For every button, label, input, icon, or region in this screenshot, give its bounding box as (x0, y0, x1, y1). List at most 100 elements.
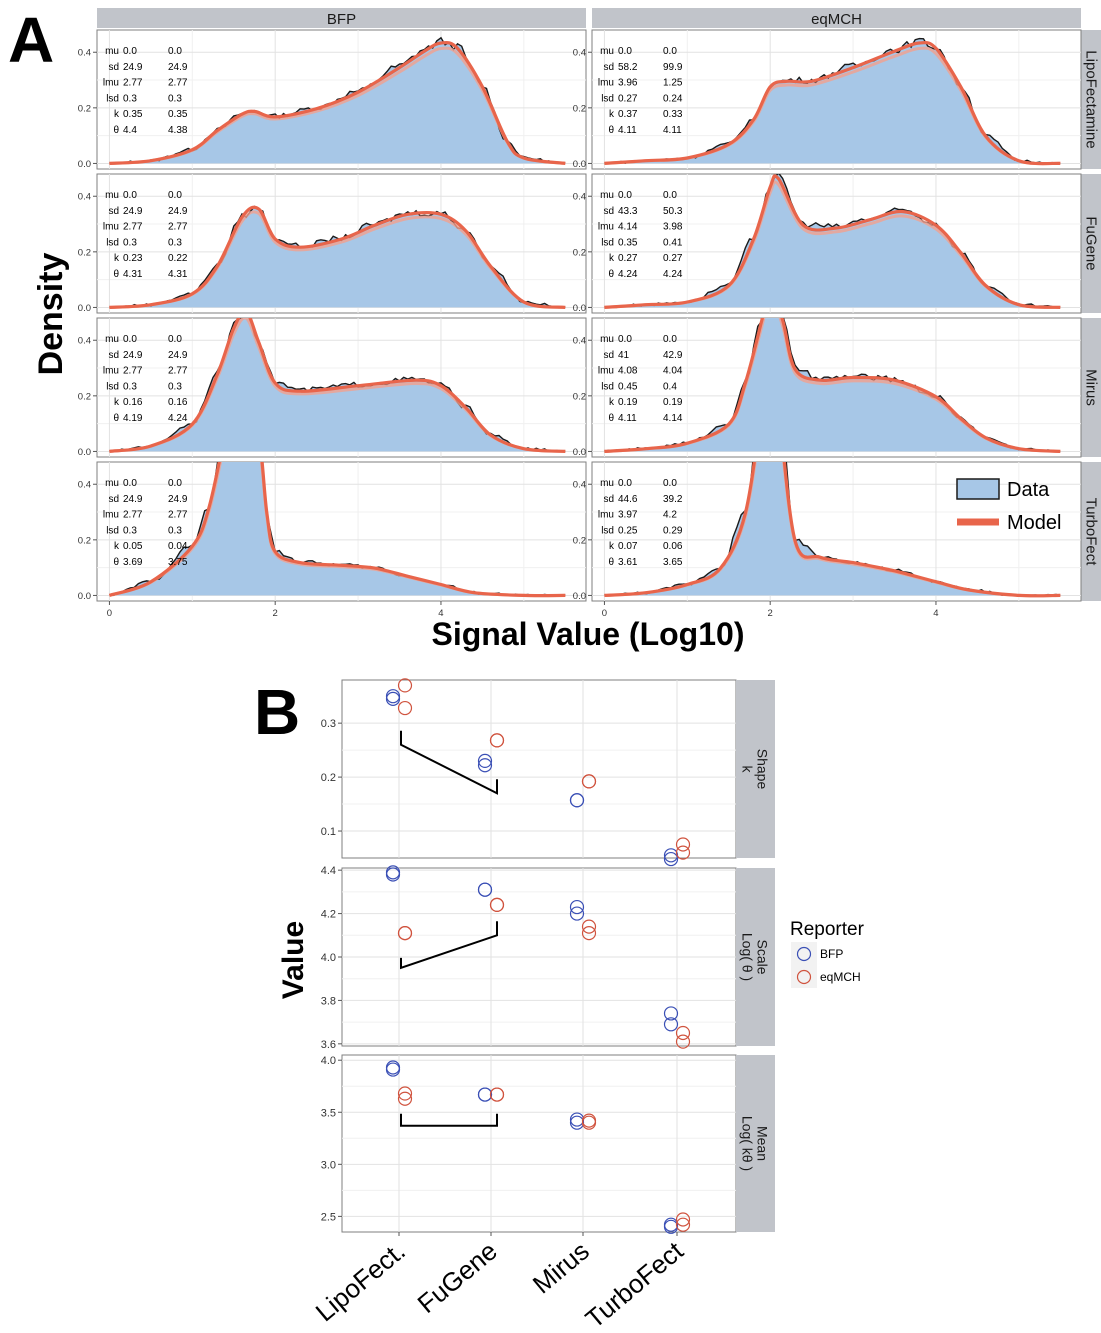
x-tick-label: 0 (602, 608, 607, 619)
legend-title: Reporter (790, 919, 865, 940)
significance-bracket (400, 1113, 498, 1127)
y-tick-label: 2.5 (321, 1211, 336, 1223)
point-eqmch (675, 837, 691, 852)
stat-value-data: 24.9 (123, 62, 143, 73)
stat-value-model: 2.77 (168, 366, 188, 377)
row-strip-mean (736, 1055, 775, 1232)
stat-name: lmu (598, 510, 614, 521)
stat-value-data: 44.6 (618, 494, 638, 505)
stat-name: lsd (601, 525, 614, 536)
point-bfp (663, 1017, 679, 1032)
y-tick-label: 0.0 (573, 447, 586, 458)
y-tick-label: 0.4 (78, 336, 91, 347)
stat-value-data: 2.77 (123, 222, 143, 233)
stat-value-data: 0.0 (123, 46, 137, 57)
stat-value-data: 3.69 (123, 557, 143, 568)
data-density-area (604, 462, 1061, 596)
stat-value-data: 0.0 (123, 334, 137, 345)
stat-value-data: 41 (618, 350, 630, 361)
y-tick-label: 0.4 (78, 192, 91, 203)
stat-value-model: 0.06 (663, 541, 683, 552)
point-bfp (385, 1062, 401, 1077)
point-bfp (477, 758, 493, 773)
stat-name: lmu (598, 78, 614, 89)
stat-name: lmu (598, 222, 614, 233)
data-density-area (109, 462, 566, 596)
stat-value-data: 4.24 (618, 269, 638, 280)
stat-value-data: 2.77 (123, 366, 143, 377)
y-tick-label: 0.2 (573, 103, 586, 114)
y-tick-label: 0.0 (78, 447, 91, 458)
stat-value-model: 0.24 (663, 93, 683, 104)
row-strip-sublabel: k (740, 766, 756, 774)
significance-bracket (400, 730, 498, 795)
stat-name: sd (603, 62, 614, 73)
column-strip-label: BFP (327, 11, 356, 28)
stat-name: lsd (601, 237, 614, 248)
y-tick-label: 4.0 (321, 952, 336, 964)
point-bfp (569, 793, 585, 808)
model-density-line (108, 462, 566, 598)
stat-name: θ (608, 413, 614, 424)
stat-value-data: 0.35 (618, 237, 638, 248)
row-strip-scale (736, 868, 775, 1046)
row-strip-label: Mean (755, 1126, 771, 1161)
point-eqmch (489, 733, 505, 748)
stat-value-model: 4.14 (663, 413, 683, 424)
y-tick-label: 3.0 (321, 1159, 336, 1171)
y-tick-label: 0.2 (78, 247, 91, 258)
panel-b-letter: B (254, 676, 300, 748)
model-density-line (604, 174, 1061, 309)
stat-value-data: 58.2 (618, 62, 638, 73)
stat-value-data: 3.61 (618, 557, 638, 568)
stat-name: mu (105, 190, 119, 201)
panel-a-letter: A (8, 4, 54, 76)
stat-name: lsd (601, 93, 614, 104)
stat-value-data: 24.9 (123, 350, 143, 361)
stat-value-data: 24.9 (123, 494, 143, 505)
stat-value-data: 2.77 (123, 78, 143, 89)
stat-value-model: 24.9 (168, 62, 188, 73)
stat-value-model: 24.9 (168, 494, 188, 505)
legend-bfp-symbol (796, 946, 812, 962)
row-strip-fugene (1081, 174, 1101, 313)
legend-eqmch-symbol (796, 969, 812, 985)
stat-value-model: 0.0 (168, 478, 182, 489)
point-eqmch (581, 926, 597, 941)
stat-name: lmu (103, 222, 119, 233)
point-eqmch (675, 1212, 691, 1227)
y-tick-label: 0.0 (573, 303, 586, 314)
stat-value-data: 0.0 (618, 46, 632, 57)
y-tick-label: 0.2 (573, 247, 586, 258)
stat-name: lsd (106, 381, 119, 392)
stat-value-data: 0.0 (123, 190, 137, 201)
stat-name: mu (105, 46, 119, 57)
stat-value-data: 4.14 (618, 222, 638, 233)
row-strip-label: Mirus (1083, 369, 1100, 406)
point-eqmch (489, 1087, 505, 1102)
point-bfp (569, 1115, 585, 1130)
stat-value-data: 0.16 (123, 397, 143, 408)
stat-value-data: 4.19 (123, 413, 143, 424)
legend-bfp-label: BFP (820, 947, 843, 961)
stat-value-model: 0.3 (168, 93, 182, 104)
point-eqmch (675, 1217, 691, 1232)
y-tick-label: 0.0 (78, 303, 91, 314)
stat-value-model: 0.0 (168, 46, 182, 57)
stat-value-data: 0.45 (618, 381, 638, 392)
stat-value-data: 0.23 (123, 253, 143, 264)
stat-value-data: 0.0 (618, 334, 632, 345)
x-tick-label: 4 (933, 608, 938, 619)
stat-value-model: 0.41 (663, 237, 683, 248)
stat-value-model: 4.04 (663, 366, 683, 377)
stat-name: k (114, 541, 120, 552)
row-strip-turbofect (1081, 462, 1101, 601)
stat-value-model: 3.98 (663, 222, 683, 233)
stat-value-data: 4.08 (618, 366, 638, 377)
